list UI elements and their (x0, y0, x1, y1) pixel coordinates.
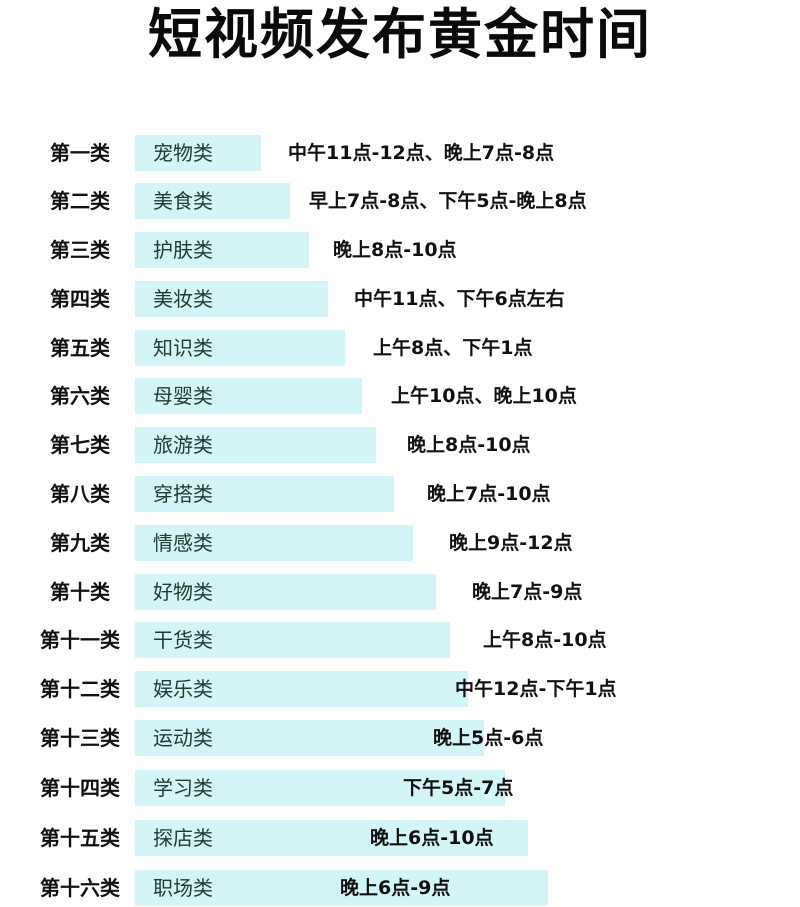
page-title: 短视频发布黄金时间 (148, 3, 652, 66)
category-label: 宠物类 (153, 141, 213, 165)
category-label: 知识类 (153, 336, 213, 360)
category-bar (135, 135, 261, 171)
list-item: 第八类 穿搭类 晚上7点-10点 (0, 475, 800, 513)
time-label: 晚上6点-9点 (340, 877, 451, 899)
category-label: 穿搭类 (153, 482, 213, 506)
list-item: 第四类 美妆类 中午11点、下午6点左右 (0, 280, 800, 318)
category-label: 职场类 (153, 876, 213, 900)
rank-label: 第十一类 (40, 628, 120, 652)
rank-label: 第二类 (50, 189, 110, 213)
rank-label: 第八类 (50, 482, 110, 506)
rank-label: 第十类 (50, 580, 110, 604)
category-label: 娱乐类 (153, 677, 213, 701)
time-label: 中午11点、下午6点左右 (354, 288, 565, 310)
time-label: 晚上9点-12点 (449, 532, 573, 554)
category-label: 美妆类 (153, 287, 213, 311)
category-label: 护肤类 (153, 238, 213, 262)
category-bar (135, 870, 548, 906)
time-label: 上午8点-10点 (483, 629, 607, 651)
list-item: 第三类 护肤类 晚上8点-10点 (0, 231, 800, 269)
time-label: 下午5点-7点 (403, 777, 514, 799)
category-bar (135, 476, 394, 512)
time-label: 晚上6点-10点 (370, 827, 494, 849)
category-bar (135, 525, 413, 561)
time-label: 晚上7点-9点 (472, 581, 583, 603)
category-bar (135, 671, 468, 707)
rank-label: 第七类 (50, 433, 110, 457)
list-item: 第一类 宠物类 中午11点-12点、晚上7点-8点 (0, 134, 800, 172)
list-item: 第二类 美食类 早上7点-8点、下午5点-晚上8点 (0, 182, 800, 220)
list-item: 第十二类 娱乐类 中午12点-下午1点 (0, 670, 800, 708)
category-bar (135, 378, 362, 414)
list-item: 第十类 好物类 晚上7点-9点 (0, 573, 800, 611)
category-bar (135, 281, 328, 317)
category-label: 美食类 (153, 189, 213, 213)
rank-label: 第一类 (50, 141, 110, 165)
time-label: 晚上5点-6点 (433, 727, 544, 749)
list-item: 第五类 知识类 上午8点、下午1点 (0, 329, 800, 367)
time-label: 上午10点、晚上10点 (391, 385, 577, 407)
time-label: 晚上8点-10点 (407, 434, 531, 456)
list-item: 第七类 旅游类 晚上8点-10点 (0, 426, 800, 464)
list-item: 第九类 情感类 晚上9点-12点 (0, 524, 800, 562)
time-label: 晚上7点-10点 (427, 483, 551, 505)
time-label: 晚上8点-10点 (333, 239, 457, 261)
category-bar (135, 622, 450, 658)
category-bar (135, 232, 309, 268)
rank-label: 第十四类 (40, 776, 120, 800)
category-bar (135, 330, 345, 366)
time-label: 早上7点-8点、下午5点-晚上8点 (309, 190, 587, 212)
list-item: 第十一类 干货类 上午8点-10点 (0, 621, 800, 659)
rank-label: 第六类 (50, 384, 110, 408)
rank-label: 第十三类 (40, 726, 120, 750)
category-bar (135, 820, 528, 856)
category-label: 好物类 (153, 580, 213, 604)
rank-label: 第四类 (50, 287, 110, 311)
category-label: 干货类 (153, 628, 213, 652)
rank-label: 第五类 (50, 336, 110, 360)
category-label: 学习类 (153, 776, 213, 800)
rank-label: 第三类 (50, 238, 110, 262)
category-bar (135, 770, 505, 806)
list-item: 第十六类 职场类 晚上6点-9点 (0, 869, 800, 907)
category-label: 探店类 (153, 826, 213, 850)
category-label: 情感类 (153, 531, 213, 555)
rank-label: 第十六类 (40, 876, 120, 900)
list-item: 第六类 母婴类 上午10点、晚上10点 (0, 377, 800, 415)
time-label: 中午11点-12点、晚上7点-8点 (288, 142, 555, 164)
category-bar (135, 574, 436, 610)
category-label: 母婴类 (153, 384, 213, 408)
list-item: 第十三类 运动类 晚上5点-6点 (0, 719, 800, 757)
list-item: 第十五类 探店类 晚上6点-10点 (0, 819, 800, 857)
category-bar (135, 183, 290, 219)
rank-label: 第十二类 (40, 677, 120, 701)
rank-label: 第九类 (50, 531, 110, 555)
category-bar (135, 427, 376, 463)
list-item: 第十四类 学习类 下午5点-7点 (0, 769, 800, 807)
rank-label: 第十五类 (40, 826, 120, 850)
time-label: 中午12点-下午1点 (455, 678, 617, 700)
category-bar (135, 720, 484, 756)
category-label: 旅游类 (153, 433, 213, 457)
time-label: 上午8点、下午1点 (373, 337, 533, 359)
category-label: 运动类 (153, 726, 213, 750)
